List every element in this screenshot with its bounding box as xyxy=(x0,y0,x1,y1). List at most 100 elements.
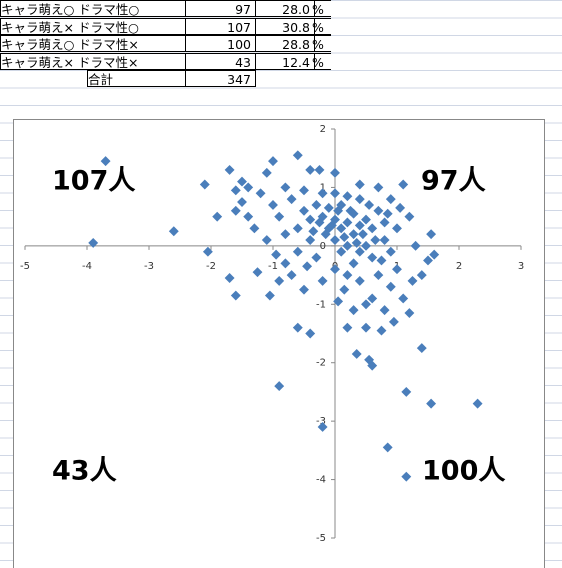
scatter-point xyxy=(342,322,353,333)
scatter-point xyxy=(379,305,390,316)
scatter-point xyxy=(354,179,365,190)
scatter-point xyxy=(342,270,353,281)
scatter-point xyxy=(317,275,328,286)
table-cell: キャラ萌え× ドラマ性× xyxy=(0,52,186,70)
scatter-point xyxy=(336,223,347,234)
scatter-point xyxy=(373,205,384,216)
table-cell: % xyxy=(312,17,331,35)
scatter-point xyxy=(373,182,384,193)
scatter-point xyxy=(361,322,371,333)
scatter-point xyxy=(342,191,353,202)
scatter-point xyxy=(472,398,483,409)
quadrant-count: 107人 xyxy=(52,166,135,197)
scatter-point xyxy=(261,167,272,178)
scatter-point xyxy=(280,182,291,193)
scatter-point xyxy=(348,229,359,240)
table-cell: % xyxy=(312,35,331,52)
scatter-point xyxy=(382,208,393,219)
scatter-point xyxy=(314,217,325,228)
scatter-point xyxy=(330,235,340,245)
scatter-point xyxy=(342,240,353,251)
scatter-point xyxy=(426,398,437,409)
scatter-point xyxy=(345,205,356,216)
scatter-point xyxy=(255,188,266,199)
table-cell: 12.4 xyxy=(255,52,315,70)
scatter-point xyxy=(311,252,322,263)
scatter-point xyxy=(292,223,303,234)
table-cell: 347 xyxy=(185,70,256,87)
scatter-point xyxy=(398,293,409,304)
scatter-point xyxy=(416,343,427,354)
scatter-point xyxy=(305,164,316,175)
scatter-point xyxy=(348,258,359,269)
y-tick-label: -5 xyxy=(316,533,326,544)
scatter-point xyxy=(88,237,99,248)
scatter-point xyxy=(361,214,371,225)
scatter-point xyxy=(367,223,378,234)
scatter-point xyxy=(305,328,316,339)
quadrant-count: 97人 xyxy=(421,166,486,197)
table-cell: 97 xyxy=(185,0,256,17)
y-tick-label: 2 xyxy=(320,124,326,135)
y-tick-label: 0 xyxy=(320,241,326,252)
x-tick-label: -3 xyxy=(144,261,154,272)
table-cell: 28.0 xyxy=(255,0,315,17)
scatter-point xyxy=(364,200,375,210)
scatter-point xyxy=(410,240,421,251)
x-tick-label: 2 xyxy=(456,261,462,272)
scatter-point xyxy=(357,229,368,240)
scatter-point xyxy=(243,211,254,222)
x-tick-label: -1 xyxy=(268,261,278,272)
scatter-point xyxy=(299,284,309,295)
scatter-point xyxy=(379,217,390,228)
scatter-point xyxy=(280,258,291,269)
scatter-point xyxy=(317,422,328,432)
scatter-point xyxy=(379,235,390,245)
scatter-point xyxy=(299,185,309,196)
scatter-point xyxy=(268,200,278,210)
scatter-point xyxy=(268,156,278,167)
scatter-point xyxy=(354,275,365,286)
scatter-point xyxy=(404,308,415,318)
x-tick-label: -5 xyxy=(20,261,30,272)
chart-area: -5-4-3-2-10123-5-4-3-2-1012107人97人43人100… xyxy=(13,119,545,568)
scatter-point xyxy=(308,226,319,237)
scatter-point xyxy=(364,354,375,365)
table-cell: 100 xyxy=(185,35,256,52)
scatter-point xyxy=(286,270,297,281)
scatter-point xyxy=(342,217,353,228)
scatter-point xyxy=(407,275,418,286)
scatter-point xyxy=(395,202,406,213)
table-cell: 43 xyxy=(185,52,256,70)
scatter-point xyxy=(426,229,437,240)
scatter-point xyxy=(429,249,440,260)
scatter-point xyxy=(305,214,316,225)
scatter-point xyxy=(249,223,260,234)
scatter-point xyxy=(230,185,241,196)
scatter-point xyxy=(385,194,396,205)
table-cell: % xyxy=(312,52,331,70)
scatter-point xyxy=(336,246,347,257)
y-tick-label: -1 xyxy=(316,299,326,310)
scatter-point xyxy=(311,200,322,210)
scatter-point xyxy=(339,232,350,243)
scatter-point xyxy=(274,381,285,392)
x-tick-label: 3 xyxy=(518,261,524,272)
table-cell: 30.8 xyxy=(255,17,315,35)
scatter-point xyxy=(373,270,384,281)
scatter-point xyxy=(367,252,378,263)
scatter-point xyxy=(299,205,309,216)
scatter-point xyxy=(388,316,399,327)
scatter-point xyxy=(292,150,303,161)
y-tick-label: -3 xyxy=(316,416,326,427)
table-cell: 合計 xyxy=(87,70,186,87)
scatter-point xyxy=(199,179,210,190)
scatter-point xyxy=(416,270,427,281)
y-tick-label: -4 xyxy=(316,475,326,486)
scatter-point xyxy=(392,223,402,234)
scatter-point xyxy=(361,299,371,310)
table-cell: % xyxy=(312,0,331,17)
scatter-point xyxy=(305,235,316,245)
scatter-point xyxy=(385,281,396,292)
table-cell: 107 xyxy=(185,17,256,35)
